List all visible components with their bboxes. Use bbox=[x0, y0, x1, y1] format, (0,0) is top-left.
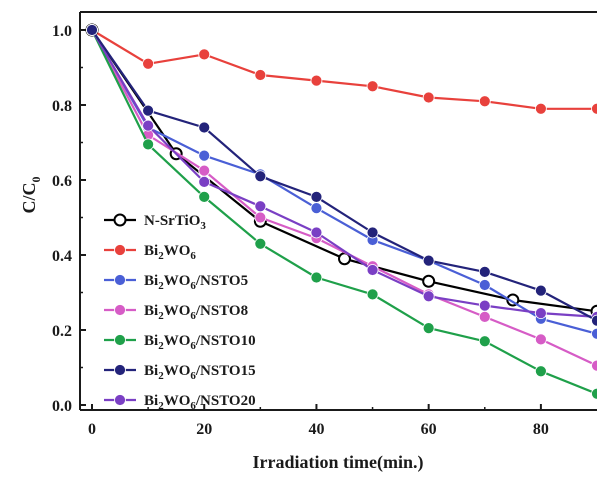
data-point bbox=[534, 102, 547, 115]
legend-marker bbox=[114, 274, 126, 286]
y-tick-label: 0.4 bbox=[52, 248, 72, 265]
legend-marker bbox=[114, 394, 126, 406]
legend-label: Bi2WO6 bbox=[144, 243, 196, 262]
data-point bbox=[310, 271, 323, 284]
x-tick-label: 40 bbox=[308, 421, 324, 438]
data-point bbox=[591, 327, 597, 340]
data-point bbox=[198, 175, 211, 188]
series-line bbox=[91, 29, 597, 322]
series-layer bbox=[85, 23, 597, 400]
data-point bbox=[422, 290, 435, 303]
data-point bbox=[422, 274, 436, 288]
legend-marker bbox=[114, 244, 126, 256]
legend-label: Bi2WO6/NSTO5 bbox=[144, 273, 248, 292]
series-7 bbox=[86, 24, 597, 323]
data-point bbox=[142, 104, 155, 117]
legend-marker bbox=[114, 364, 126, 376]
data-point bbox=[534, 307, 547, 320]
data-point bbox=[254, 200, 267, 213]
data-point bbox=[366, 264, 379, 276]
legend-marker bbox=[114, 334, 126, 346]
data-point bbox=[478, 265, 491, 278]
legend-marker bbox=[113, 213, 127, 227]
data-point bbox=[310, 190, 323, 203]
legend-label: N-SrTiO3 bbox=[144, 213, 206, 232]
data-point bbox=[478, 279, 491, 291]
legend-entry-5: Bi2WO6/NSTO10 bbox=[104, 333, 256, 352]
series-5 bbox=[86, 24, 597, 400]
data-point bbox=[422, 254, 435, 267]
x-tick-label: 20 bbox=[196, 421, 212, 438]
data-point bbox=[142, 119, 155, 132]
y-axis-title: C/C0 bbox=[19, 177, 43, 214]
data-point bbox=[534, 333, 547, 346]
data-point bbox=[534, 365, 547, 378]
legend-entry-4: Bi2WO6/NSTO8 bbox=[104, 303, 248, 322]
data-point bbox=[534, 284, 547, 297]
data-point bbox=[198, 121, 211, 134]
legend-entry-7: Bi2WO6/NSTO20 bbox=[104, 393, 256, 412]
data-point bbox=[478, 335, 491, 348]
data-point bbox=[478, 95, 491, 108]
y-tick-label: 1.0 bbox=[52, 23, 72, 40]
data-point bbox=[422, 322, 435, 335]
legend-label: Bi2WO6/NSTO8 bbox=[144, 303, 248, 322]
x-tick-label: 0 bbox=[88, 421, 96, 438]
data-point bbox=[366, 80, 379, 93]
series-line bbox=[91, 29, 597, 335]
data-point bbox=[478, 310, 491, 323]
series-line bbox=[91, 29, 597, 110]
data-point bbox=[310, 226, 323, 239]
data-point bbox=[591, 387, 597, 400]
x-axis-title: Irradiation time(min.) bbox=[253, 452, 424, 473]
legend-entry-1: N-SrTiO3 bbox=[104, 213, 206, 232]
data-point bbox=[366, 288, 379, 301]
data-point bbox=[198, 48, 211, 61]
data-point bbox=[478, 299, 491, 312]
data-point bbox=[422, 91, 435, 104]
data-point bbox=[591, 314, 597, 327]
x-tick-label: 60 bbox=[421, 421, 437, 438]
series-line bbox=[91, 29, 597, 395]
y-tick-label: 0.2 bbox=[52, 323, 72, 340]
data-point bbox=[198, 149, 211, 162]
y-tick-label: 0.8 bbox=[52, 98, 72, 115]
legend-label: Bi2WO6/NSTO15 bbox=[144, 363, 256, 382]
data-point bbox=[310, 74, 323, 87]
data-point bbox=[86, 24, 98, 36]
data-point bbox=[254, 237, 267, 250]
y-tick-label: 0.6 bbox=[52, 173, 72, 190]
series-6 bbox=[86, 24, 597, 327]
data-point bbox=[254, 211, 267, 224]
legend-marker bbox=[114, 304, 126, 316]
x-tick-label: 80 bbox=[533, 421, 549, 438]
tick-labels: 0.0 0.2 0.4 0.6 0.8 1.0 0 20 40 60 80 bbox=[52, 23, 549, 438]
data-point bbox=[591, 359, 597, 372]
legend-entry-6: Bi2WO6/NSTO15 bbox=[104, 363, 256, 382]
data-point bbox=[254, 170, 267, 183]
data-point bbox=[142, 57, 155, 70]
legend-label: Bi2WO6/NSTO20 bbox=[144, 393, 256, 412]
legend-entry-3: Bi2WO6/NSTO5 bbox=[104, 273, 248, 292]
legend-label: Bi2WO6/NSTO10 bbox=[144, 333, 256, 352]
legend-entry-2: Bi2WO6 bbox=[104, 243, 196, 262]
data-point bbox=[198, 190, 211, 203]
series-line bbox=[91, 29, 597, 318]
data-point bbox=[198, 164, 211, 177]
data-point bbox=[591, 102, 597, 115]
axes bbox=[79, 11, 597, 411]
legend: N-SrTiO3 Bi2WO6 Bi2WO6/NSTO5 Bi2WO6/NSTO8 Bi… bbox=[104, 213, 256, 412]
data-point bbox=[142, 138, 155, 151]
data-point bbox=[254, 69, 267, 81]
data-point bbox=[310, 202, 323, 215]
data-point bbox=[366, 226, 379, 239]
y-tick-label: 0.0 bbox=[52, 398, 72, 415]
